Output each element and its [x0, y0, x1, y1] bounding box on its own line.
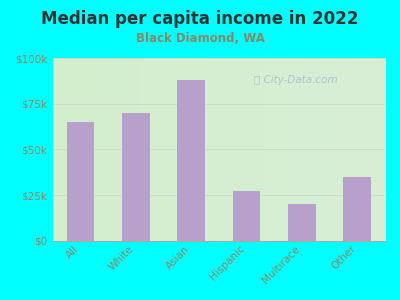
- Bar: [67, 122, 94, 241]
- Text: Median per capita income in 2022: Median per capita income in 2022: [41, 11, 359, 28]
- Bar: [178, 80, 205, 241]
- Text: Ⓜ City-Data.com: Ⓜ City-Data.com: [254, 75, 337, 85]
- Bar: [344, 177, 371, 241]
- Text: Black Diamond, WA: Black Diamond, WA: [136, 32, 264, 44]
- Bar: [288, 204, 316, 241]
- Bar: [233, 191, 260, 241]
- Bar: [122, 113, 150, 241]
